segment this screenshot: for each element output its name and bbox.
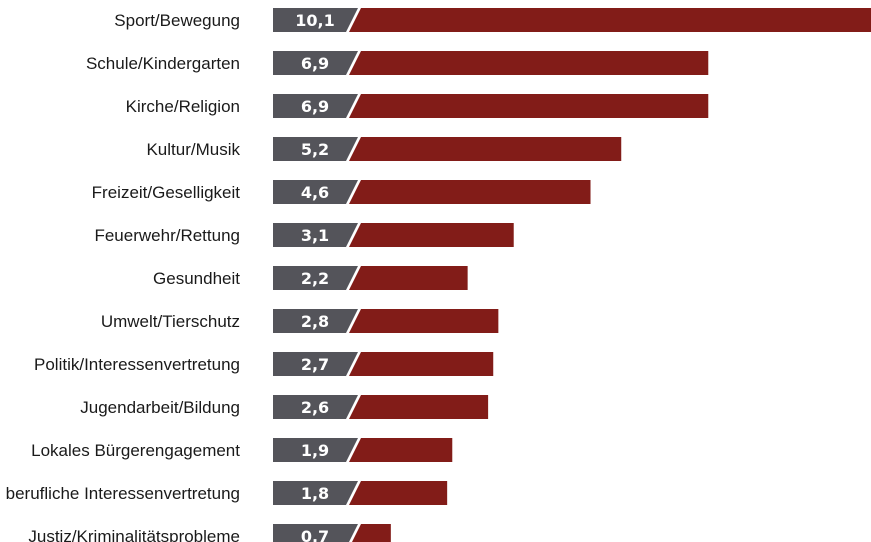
data-label: 10,1 [295, 11, 334, 30]
category-label: Schule/Kindergarten [86, 54, 240, 73]
data-label: 6,9 [301, 97, 329, 116]
category-label: Sport/Bewegung [114, 11, 240, 30]
bar [349, 438, 453, 462]
data-label: 2,6 [301, 398, 329, 417]
category-label: Lokales Bürgerengagement [31, 441, 240, 460]
value-label-box [273, 395, 358, 419]
category-label: Politik/Interessenvertretung [34, 355, 240, 374]
category-label: Kirche/Religion [126, 97, 240, 116]
data-label: 0,7 [301, 527, 329, 542]
bar [349, 180, 591, 204]
bar [349, 481, 448, 505]
category-label: Feuerwehr/Rettung [94, 226, 240, 245]
category-label: berufliche Interessenvertretung [6, 484, 240, 503]
data-label: 5,2 [301, 140, 329, 159]
value-label-box [273, 309, 358, 333]
category-label: Kultur/Musik [146, 140, 240, 159]
data-label: 4,6 [301, 183, 329, 202]
bar [349, 309, 499, 333]
bar [349, 51, 709, 75]
bar [349, 8, 871, 32]
bar [349, 266, 468, 290]
bar [349, 352, 494, 376]
value-label-box [273, 180, 358, 204]
value-label-box [273, 438, 358, 462]
bar [349, 395, 489, 419]
category-label: Justiz/Kriminalitätsprobleme [28, 527, 240, 542]
value-label-box [273, 524, 358, 542]
value-label-box [273, 51, 358, 75]
value-label-box [273, 352, 358, 376]
category-label: Jugendarbeit/Bildung [80, 398, 240, 417]
data-label: 2,2 [301, 269, 329, 288]
bar [349, 137, 622, 161]
value-label-box [273, 481, 358, 505]
data-label: 2,7 [301, 355, 329, 374]
bar [349, 94, 709, 118]
category-label: Freizeit/Geselligkeit [92, 183, 241, 202]
value-label-box [273, 94, 358, 118]
value-label-box [273, 223, 358, 247]
data-label: 6,9 [301, 54, 329, 73]
category-label: Umwelt/Tierschutz [101, 312, 240, 331]
data-label: 1,9 [301, 441, 329, 460]
data-label: 1,8 [301, 484, 329, 503]
bar [349, 223, 514, 247]
value-label-box [273, 8, 358, 32]
value-label-box [273, 137, 358, 161]
category-label: Gesundheit [153, 269, 240, 288]
data-label: 3,1 [301, 226, 329, 245]
bar [352, 524, 391, 542]
data-label: 2,8 [301, 312, 329, 331]
value-label-box [273, 266, 358, 290]
